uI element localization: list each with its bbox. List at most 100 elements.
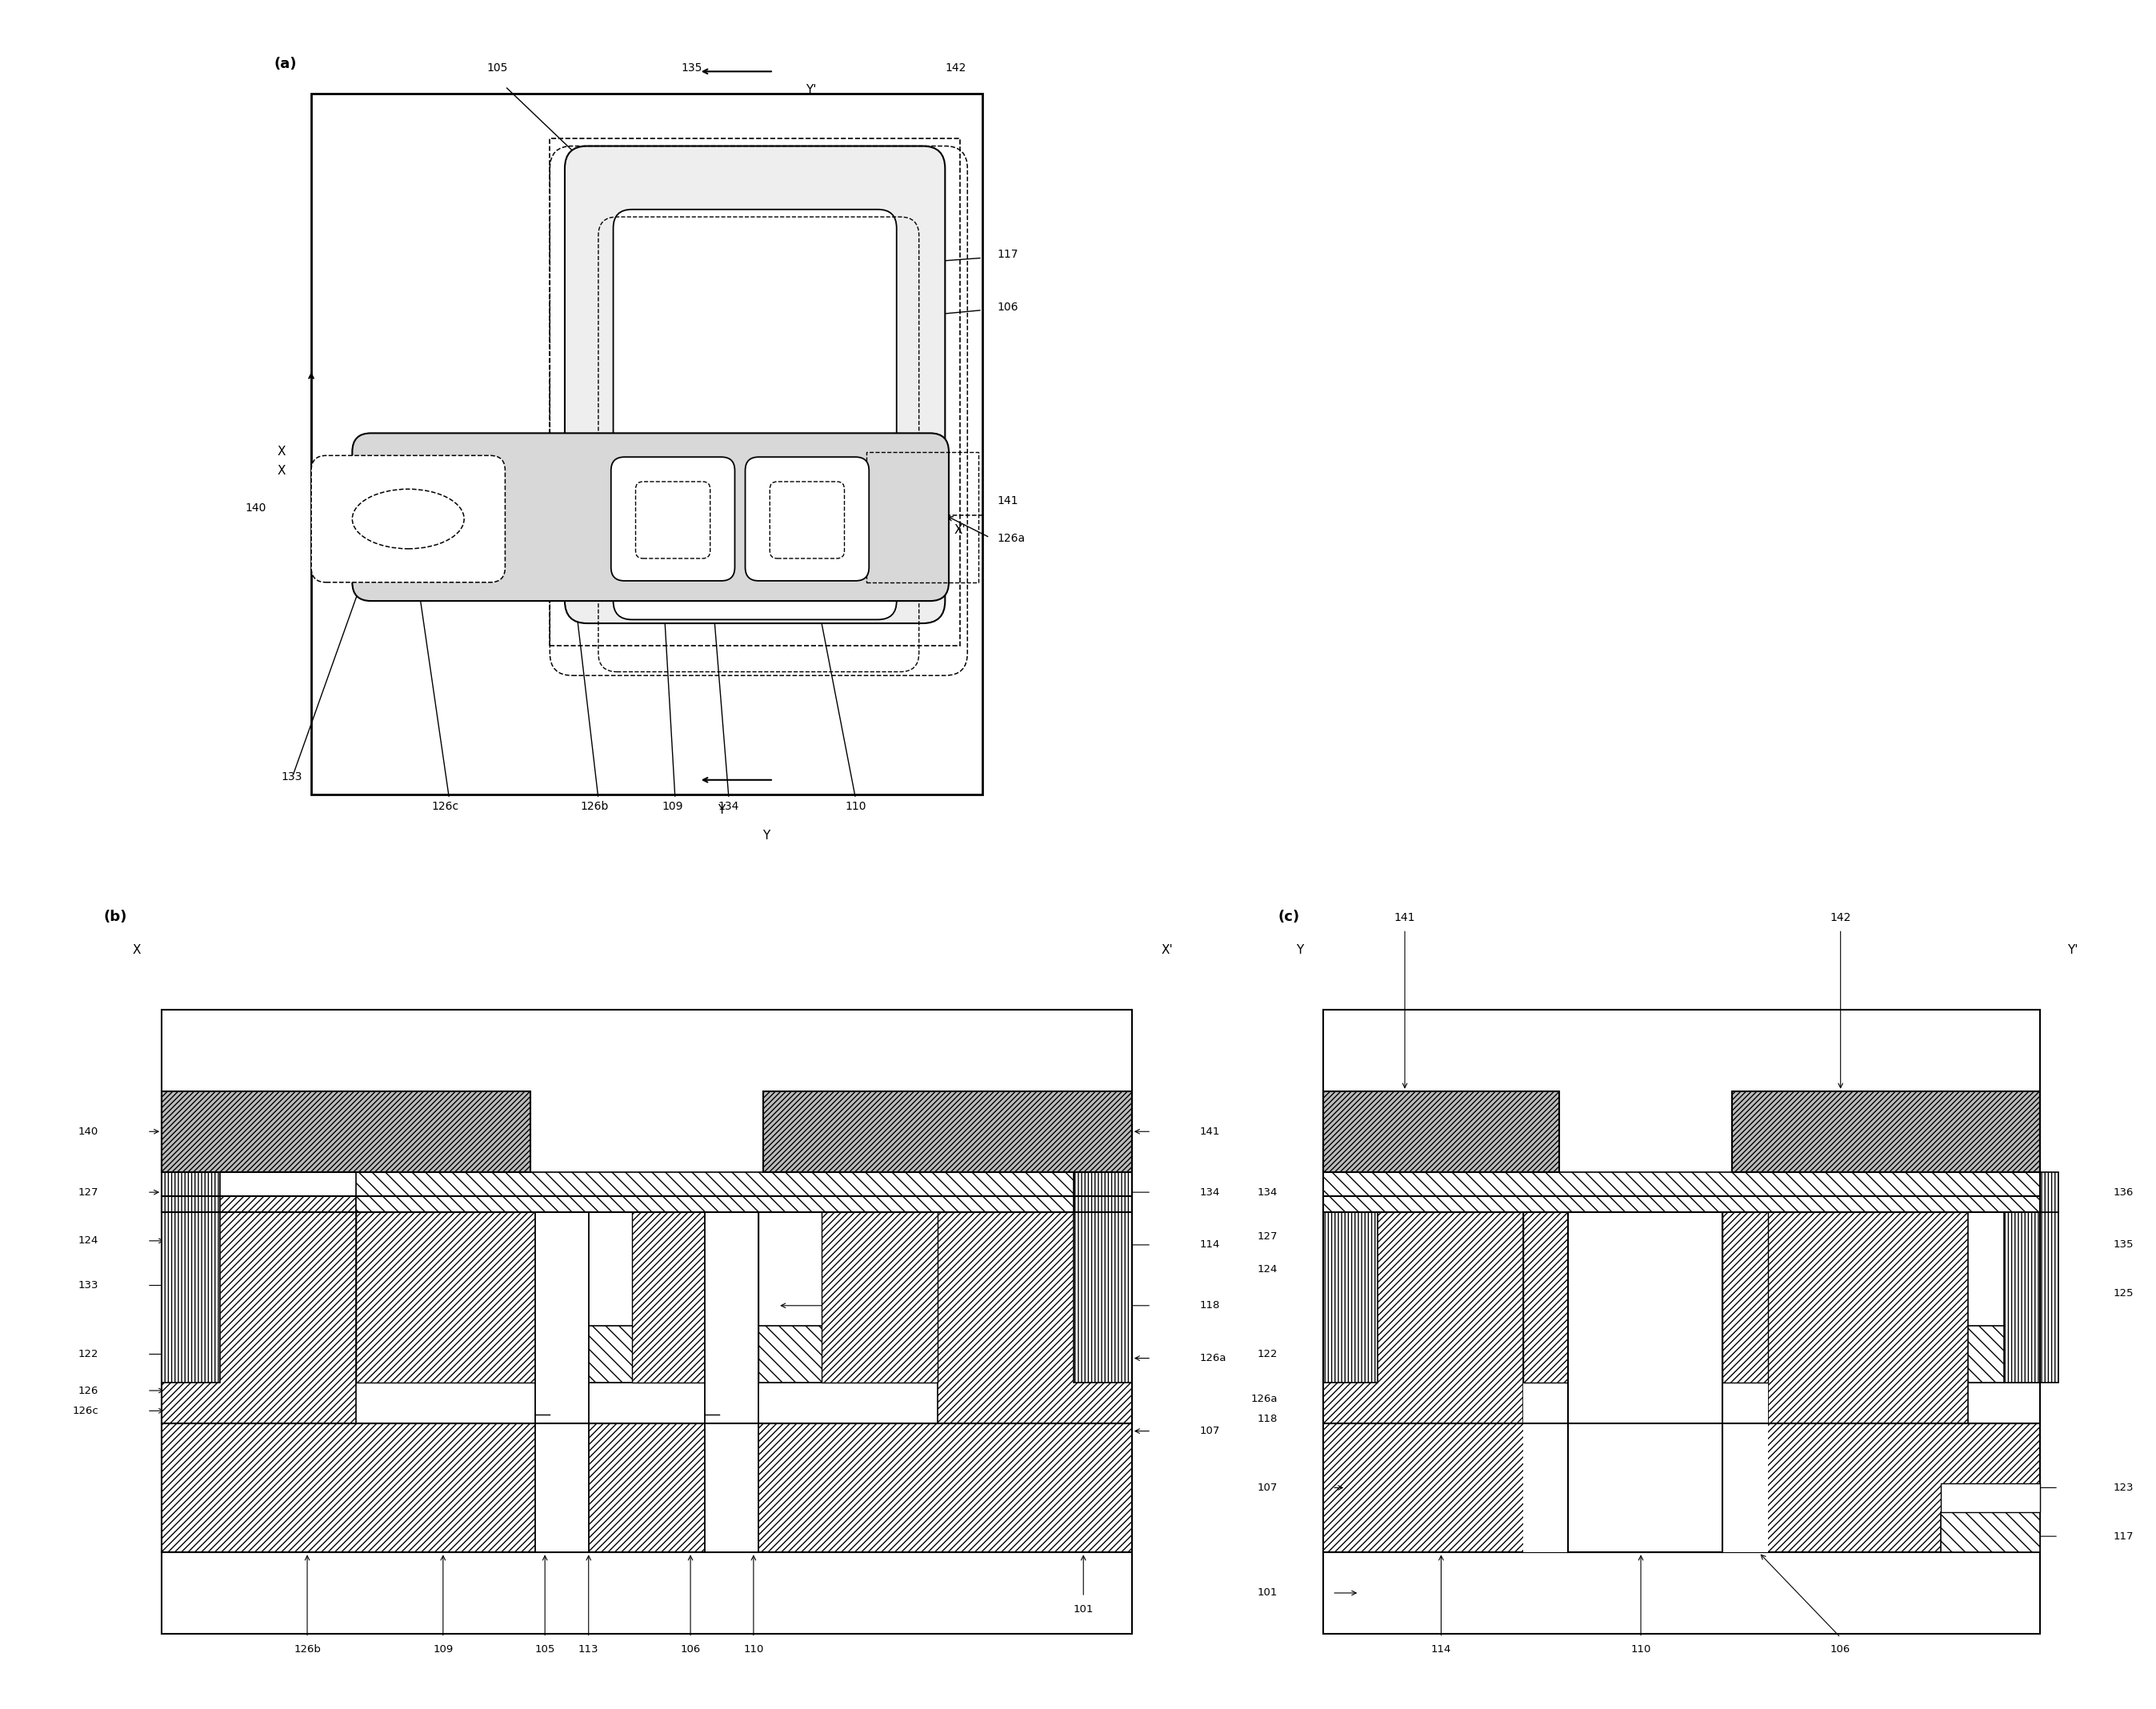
Text: 142: 142 [944, 63, 966, 73]
Text: 133: 133 [282, 771, 302, 783]
Bar [1324, 1326, 2040, 1383]
Bar [1074, 1172, 1132, 1212]
Bar [1324, 1196, 2040, 1424]
Text: 113: 113 [578, 1644, 599, 1654]
Bar [356, 1172, 1074, 1212]
Text: 107: 107 [1257, 1482, 1279, 1494]
Text: (b): (b) [103, 909, 127, 925]
Bar [632, 1196, 759, 1383]
Text: 117: 117 [2113, 1531, 2132, 1542]
Bar [632, 460, 877, 608]
Text: 126c: 126c [431, 802, 459, 812]
Bar [162, 1090, 530, 1172]
Bar [1324, 1172, 1378, 1212]
FancyBboxPatch shape [746, 456, 869, 581]
Bar [162, 1196, 1132, 1424]
Bar [310, 94, 983, 795]
Bar [1940, 1483, 2040, 1512]
Text: Y: Y [763, 831, 770, 843]
Text: 126a: 126a [998, 533, 1026, 543]
Text: 126a: 126a [1199, 1354, 1227, 1364]
Bar [550, 138, 959, 646]
Text: 107: 107 [1199, 1425, 1220, 1436]
Text: 136: 136 [2113, 1188, 2132, 1198]
Bar [162, 1552, 1132, 1634]
Text: 126a: 126a [1250, 1393, 1279, 1403]
Bar [162, 1212, 220, 1383]
Bar [2003, 1212, 2059, 1383]
Text: Y: Y [1296, 943, 1302, 955]
Bar [356, 1196, 569, 1383]
Text: 126: 126 [78, 1386, 99, 1396]
Bar [1074, 1212, 1132, 1383]
Text: 141: 141 [998, 496, 1018, 506]
Text: 122: 122 [78, 1348, 99, 1359]
Text: 109: 109 [433, 1644, 453, 1654]
FancyBboxPatch shape [351, 432, 949, 602]
Text: 106: 106 [998, 301, 1018, 313]
Text: 134: 134 [1199, 1188, 1220, 1198]
Bar [535, 1196, 589, 1552]
Text: 101: 101 [1074, 1605, 1093, 1615]
Text: 105: 105 [487, 63, 509, 73]
Bar [1324, 1196, 1522, 1424]
Text: 105: 105 [535, 1644, 554, 1654]
Text: 114: 114 [1199, 1239, 1220, 1249]
Text: 133: 133 [78, 1280, 99, 1290]
Text: 135: 135 [681, 63, 703, 73]
Bar [1522, 1196, 1768, 1552]
Bar [763, 1090, 1132, 1172]
Text: 140: 140 [78, 1126, 99, 1136]
Text: 117: 117 [998, 250, 1018, 260]
Text: Y': Y' [806, 84, 817, 96]
Bar [162, 1196, 356, 1424]
Text: 114: 114 [1432, 1644, 1451, 1654]
Text: 125: 125 [2113, 1289, 2132, 1299]
Text: X': X' [955, 525, 966, 537]
Text: 118: 118 [1199, 1301, 1220, 1311]
Text: 113: 113 [558, 436, 580, 446]
Bar [162, 1326, 1132, 1383]
Text: (c): (c) [1279, 909, 1300, 925]
Text: Y': Y' [2068, 943, 2078, 955]
Text: 114: 114 [826, 405, 847, 417]
Text: X': X' [1162, 943, 1173, 955]
FancyBboxPatch shape [565, 145, 944, 624]
Text: (a): (a) [274, 56, 298, 72]
Text: 126b: 126b [293, 1644, 321, 1654]
Bar [2003, 1172, 2059, 1212]
Text: 110: 110 [1630, 1644, 1651, 1654]
Text: 101: 101 [1257, 1588, 1279, 1598]
Bar [1324, 1424, 2040, 1552]
Text: 124: 124 [78, 1236, 99, 1246]
Text: 141: 141 [1395, 913, 1414, 923]
FancyBboxPatch shape [310, 456, 505, 583]
Text: 109: 109 [662, 802, 683, 812]
Bar [162, 1172, 220, 1212]
Text: Y: Y [718, 803, 724, 815]
Bar [1324, 1090, 1559, 1172]
Text: 127: 127 [1257, 1232, 1279, 1242]
Text: 135: 135 [2113, 1239, 2132, 1249]
Text: 110: 110 [845, 802, 867, 812]
Bar [162, 1424, 1132, 1552]
Bar [705, 1196, 759, 1552]
Text: 142: 142 [1830, 913, 1852, 923]
Bar [1940, 1512, 2040, 1552]
Text: X: X [278, 465, 285, 477]
Text: 123: 123 [2113, 1482, 2132, 1494]
Text: 118: 118 [1257, 1413, 1279, 1424]
Text: 110: 110 [744, 1644, 763, 1654]
Text: 124: 124 [1257, 1265, 1279, 1275]
Bar [1324, 1383, 2040, 1424]
Bar [867, 451, 979, 583]
Bar [1522, 1196, 1567, 1383]
Text: 106: 106 [1830, 1644, 1850, 1654]
Bar [1324, 1010, 2040, 1212]
Bar [1324, 1212, 1378, 1383]
Bar [162, 1010, 1132, 1212]
Text: 106: 106 [681, 1644, 701, 1654]
FancyBboxPatch shape [612, 210, 897, 620]
Bar [1567, 1196, 1723, 1552]
Text: 118: 118 [653, 405, 675, 417]
